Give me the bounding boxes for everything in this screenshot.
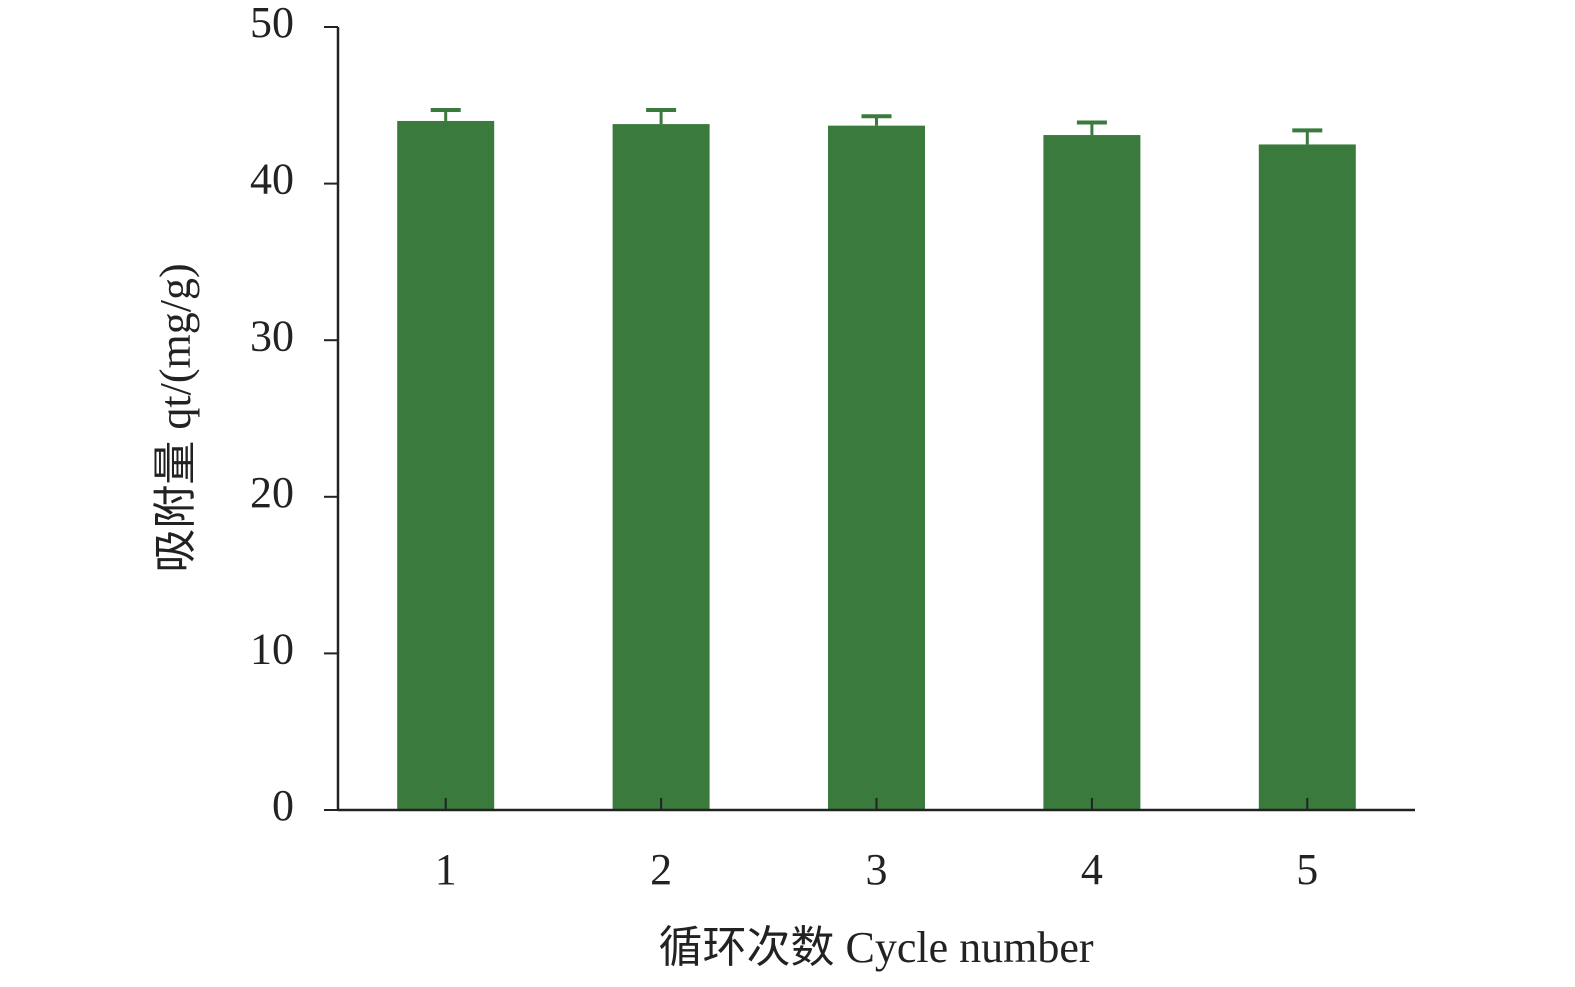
x-tick-label: 2	[650, 845, 672, 894]
bar	[397, 120, 495, 810]
y-tick-label: 0	[272, 781, 294, 830]
y-tick-label: 10	[250, 624, 294, 673]
y-tick-label: 30	[250, 311, 294, 360]
x-tick-label: 3	[866, 845, 888, 894]
bar	[1258, 144, 1356, 810]
x-tick-label: 5	[1296, 845, 1318, 894]
x-tick-label: 1	[435, 845, 457, 894]
y-tick-label: 20	[250, 468, 294, 517]
bar	[828, 125, 925, 810]
y-tick-label: 40	[250, 155, 294, 204]
y-axis-label: 吸附量 qt/(mg/g)	[151, 263, 200, 572]
x-axis-label: 循环次数 Cycle number	[658, 923, 1093, 972]
bar	[612, 124, 710, 811]
y-tick-label: 50	[250, 0, 294, 47]
bar	[1043, 135, 1141, 810]
x-tick-label: 4	[1081, 845, 1103, 894]
